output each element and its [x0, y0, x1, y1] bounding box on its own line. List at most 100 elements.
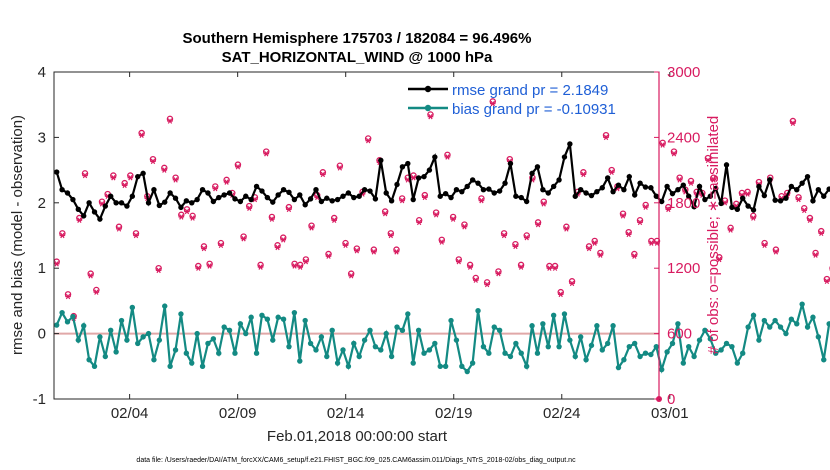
obs-assimilated-point	[161, 167, 168, 173]
bias-point	[599, 347, 605, 353]
bias-point	[378, 347, 384, 353]
obs-assimilated-point	[489, 100, 496, 107]
rmse-point	[394, 181, 400, 188]
obs-assimilated-point	[195, 265, 202, 271]
rmse-point	[81, 213, 87, 219]
bias-point	[723, 340, 730, 347]
rmse-point	[118, 200, 125, 206]
rmse-point	[135, 173, 141, 180]
bias-point	[232, 350, 238, 356]
obs-assimilated-point	[116, 226, 122, 232]
rmse-point	[604, 175, 611, 181]
bias-point	[351, 340, 357, 347]
rmse-point	[156, 202, 163, 209]
rmse-point	[664, 183, 670, 190]
rmse-point	[491, 190, 497, 196]
legend-rmse-marker	[424, 85, 432, 93]
obs-assimilated-point	[688, 180, 694, 186]
obs-assimilated-point	[416, 219, 422, 226]
rmse-point	[421, 173, 427, 180]
bias-point	[135, 340, 141, 347]
bias-point	[740, 350, 746, 356]
obs-assimilated-point	[246, 205, 253, 211]
obs-assimilated-point	[586, 245, 592, 252]
bias-point	[334, 360, 341, 366]
bias-point	[205, 340, 211, 347]
bias-point	[588, 342, 595, 349]
obs-assimilated-point	[393, 249, 400, 255]
x-ticks: 02/04 02/09 02/14 02/19 02/24 03/01	[111, 72, 689, 422]
y-tick-label-right: 0	[667, 391, 675, 408]
obs-assimilated-point	[642, 204, 649, 210]
rmse-point	[210, 198, 217, 205]
bias-point	[696, 337, 703, 343]
obs-assimilated-point	[65, 293, 71, 300]
rmse-point	[653, 193, 659, 199]
obs-assimilated-point	[716, 256, 723, 263]
obs-assimilated-point	[320, 171, 326, 178]
bias-point	[518, 350, 524, 356]
rmse-point	[772, 197, 778, 203]
y-axis-label-left: rmse and bias (model - observation)	[9, 115, 26, 355]
rmse-point	[378, 157, 384, 163]
y-tick-label-right: 3000	[667, 64, 700, 81]
bias-point	[713, 350, 719, 356]
rmse-point	[291, 196, 298, 203]
obs-assimilated-point	[648, 240, 655, 246]
obs-assimilated-point	[303, 258, 309, 265]
bias-point	[226, 327, 233, 334]
bias-point	[680, 360, 687, 366]
bias-point	[653, 343, 659, 350]
rmse-point	[659, 198, 665, 205]
bias-point	[642, 350, 649, 356]
rmse-point	[459, 188, 465, 195]
rmse-point	[621, 187, 627, 193]
obs-assimilated-point	[206, 263, 213, 269]
rmse-point	[529, 170, 535, 177]
rmse-point	[426, 167, 433, 173]
rmse-point	[361, 187, 368, 193]
bias-point	[821, 357, 827, 363]
obs-assimilated-point	[438, 239, 445, 245]
obs-assimilated-point	[325, 253, 332, 259]
rmse-point	[388, 198, 395, 204]
bias-point	[561, 311, 568, 317]
bias-point	[345, 363, 352, 369]
bias-series	[54, 301, 830, 375]
rmse-point	[64, 190, 71, 196]
rmse-point	[767, 177, 773, 183]
rmse-point	[324, 195, 330, 201]
obs-assimilated-point	[150, 158, 156, 165]
rmse-point	[54, 169, 60, 175]
rmse-point	[545, 190, 551, 196]
obs-assimilated-point	[580, 171, 587, 178]
obs-assimilated-point	[750, 215, 757, 221]
x-tick-label: 02/24	[543, 405, 581, 422]
bias-point	[686, 343, 692, 350]
bias-point	[237, 321, 244, 327]
rmse-point	[313, 187, 319, 193]
obs-assimilated-point	[189, 215, 196, 221]
obs-assimilated-point	[257, 264, 264, 270]
obs-assimilated-point	[563, 226, 570, 232]
obs-assimilated-point	[240, 236, 247, 242]
rmse-point	[216, 194, 222, 201]
obs-assimilated-point	[501, 232, 507, 239]
obs-assimilated-point	[620, 213, 626, 219]
obs-assimilated-point	[710, 177, 717, 183]
rmse-point	[432, 154, 438, 160]
bias-point	[550, 312, 557, 318]
bias-point	[583, 357, 589, 363]
bias-point	[799, 301, 805, 307]
obs-assimilated-point	[223, 179, 230, 185]
obs-assimilated-point	[93, 289, 100, 295]
bias-point	[124, 337, 130, 343]
bias-point	[286, 343, 292, 350]
rmse-point	[221, 192, 227, 198]
rmse-point	[567, 141, 573, 147]
bias-point	[167, 363, 173, 369]
bias-point	[815, 334, 822, 340]
obs-assimilated-point	[744, 191, 751, 197]
rmse-point	[442, 190, 449, 197]
rmse-point	[480, 187, 487, 193]
